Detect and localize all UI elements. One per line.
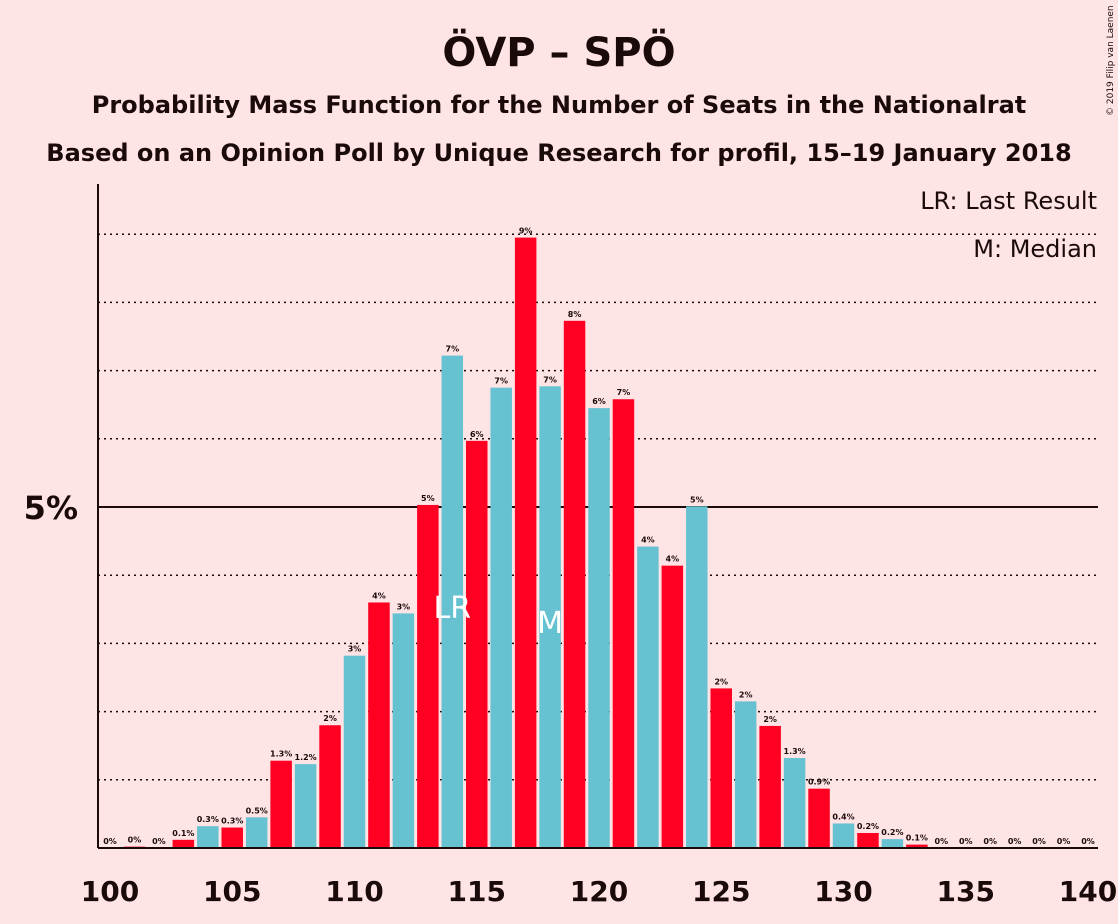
bar-label-131: 0.2%: [857, 822, 879, 831]
bar-label-105: 0.3%: [221, 817, 243, 826]
bar-label-132: 0.2%: [881, 828, 903, 837]
x-tick-label-140: 140: [1059, 875, 1117, 908]
bar-label-100: 0%: [103, 837, 117, 846]
bar-label-134: 0%: [935, 837, 949, 846]
bar-label-122: 4%: [641, 536, 655, 545]
bar-123: [661, 565, 684, 848]
bar-label-126: 2%: [739, 690, 753, 699]
bar-108: [294, 764, 317, 848]
bar-label-111: 4%: [372, 591, 386, 600]
bar-label-102: 0%: [152, 837, 166, 846]
bar-132: [881, 839, 904, 848]
bar-label-108: 1.2%: [295, 753, 317, 762]
bar-107: [270, 760, 292, 848]
bar-label-127: 2%: [763, 715, 777, 724]
bar-124: [686, 506, 708, 848]
bar-label-135: 0%: [959, 837, 973, 846]
bar-label-121: 7%: [617, 388, 631, 397]
legend-median: M: Median: [973, 235, 1097, 263]
x-tick-label-130: 130: [814, 875, 872, 908]
x-tick-labels: 100 105 110 115 120 125 130 135 140: [81, 875, 1117, 908]
x-tick-label-100: 100: [81, 875, 139, 908]
bar-121: [612, 399, 635, 848]
bar-label-140: 0%: [1081, 837, 1095, 846]
bar-label-125: 2%: [714, 677, 728, 686]
bar-130: [832, 823, 855, 848]
copyright-notice: © 2019 Filip van Laenen: [1106, 5, 1116, 116]
bar-label-133: 0.1%: [906, 834, 928, 843]
bar-label-104: 0.3%: [197, 815, 219, 824]
chart-title: ÖVP – SPÖ: [442, 28, 675, 76]
bar-label-120: 6%: [592, 397, 606, 406]
bar-115: [466, 440, 488, 848]
bar-128: [783, 757, 806, 848]
x-tick-label-120: 120: [570, 875, 628, 908]
bar-125: [710, 688, 732, 848]
bar-126: [734, 701, 757, 848]
x-tick-label-125: 125: [692, 875, 750, 908]
bar-label-138: 0%: [1032, 837, 1046, 846]
bar-122: [637, 546, 659, 848]
bar-117: [514, 237, 537, 849]
bar-104: [197, 826, 219, 848]
bar-labels: 0% 0% 0%0.1%0.3% 0.3%0.5%1.3% 1.2%2%3%4%3%5%…: [103, 227, 1095, 846]
bar-label-117: 9%: [519, 227, 533, 236]
bar-114: [441, 355, 464, 848]
bar-111: [368, 602, 390, 848]
bar-118: [539, 386, 561, 848]
y-tick-label-5: 5%: [24, 489, 78, 527]
bar-116: [490, 387, 512, 848]
bar-label-107: 1.3%: [270, 750, 292, 759]
bar-label-128: 1.3%: [784, 747, 806, 756]
bar-133: [906, 844, 928, 848]
x-tick-label-135: 135: [937, 875, 995, 908]
chart-subtitle-source: Based on an Opinion Poll by Unique Resea…: [46, 139, 1071, 167]
bar-label-114: 7%: [446, 345, 460, 354]
bar-110: [343, 655, 366, 848]
bar-label-115: 6%: [470, 430, 484, 439]
bar-label-124: 5%: [690, 495, 704, 504]
x-tick-label-115: 115: [448, 875, 506, 908]
bar-103: [172, 839, 195, 848]
bar-119: [563, 320, 586, 849]
chart-subtitle: Probability Mass Function for the Number…: [92, 91, 1027, 119]
bar-105: [221, 827, 243, 848]
bar-label-119: 8%: [568, 310, 582, 319]
bar-113: [417, 504, 439, 848]
bar-label-123: 4%: [666, 555, 680, 564]
bar-label-113: 5%: [421, 494, 435, 503]
marker-last-result: LR: [434, 591, 472, 626]
x-tick-label-105: 105: [203, 875, 261, 908]
bar-label-103: 0.1%: [172, 829, 194, 838]
bar-label-101: 0%: [128, 836, 142, 845]
bar-106: [245, 817, 268, 848]
bar-label-106: 0.5%: [246, 806, 268, 815]
bar-label-116: 7%: [494, 377, 508, 386]
x-tick-label-110: 110: [325, 875, 383, 908]
bar-label-139: 0%: [1057, 837, 1071, 846]
bar-series: [123, 237, 928, 849]
bar-label-136: 0%: [983, 837, 997, 846]
bar-129: [808, 788, 830, 848]
bar-131: [857, 832, 879, 848]
bar-label-110: 3%: [348, 645, 362, 654]
bar-label-130: 0.4%: [832, 812, 854, 821]
legend-last-result: LR: Last Result: [920, 187, 1097, 215]
bar-120: [588, 408, 610, 848]
bar-127: [759, 725, 781, 848]
bar-112: [392, 613, 415, 848]
bar-label-109: 2%: [323, 714, 337, 723]
bar-label-129: 0.9%: [808, 778, 830, 787]
bar-109: [319, 725, 341, 848]
marker-median: M: [537, 606, 563, 641]
bar-label-118: 7%: [543, 375, 557, 384]
bar-label-112: 3%: [397, 602, 411, 611]
bar-label-137: 0%: [1008, 837, 1022, 846]
